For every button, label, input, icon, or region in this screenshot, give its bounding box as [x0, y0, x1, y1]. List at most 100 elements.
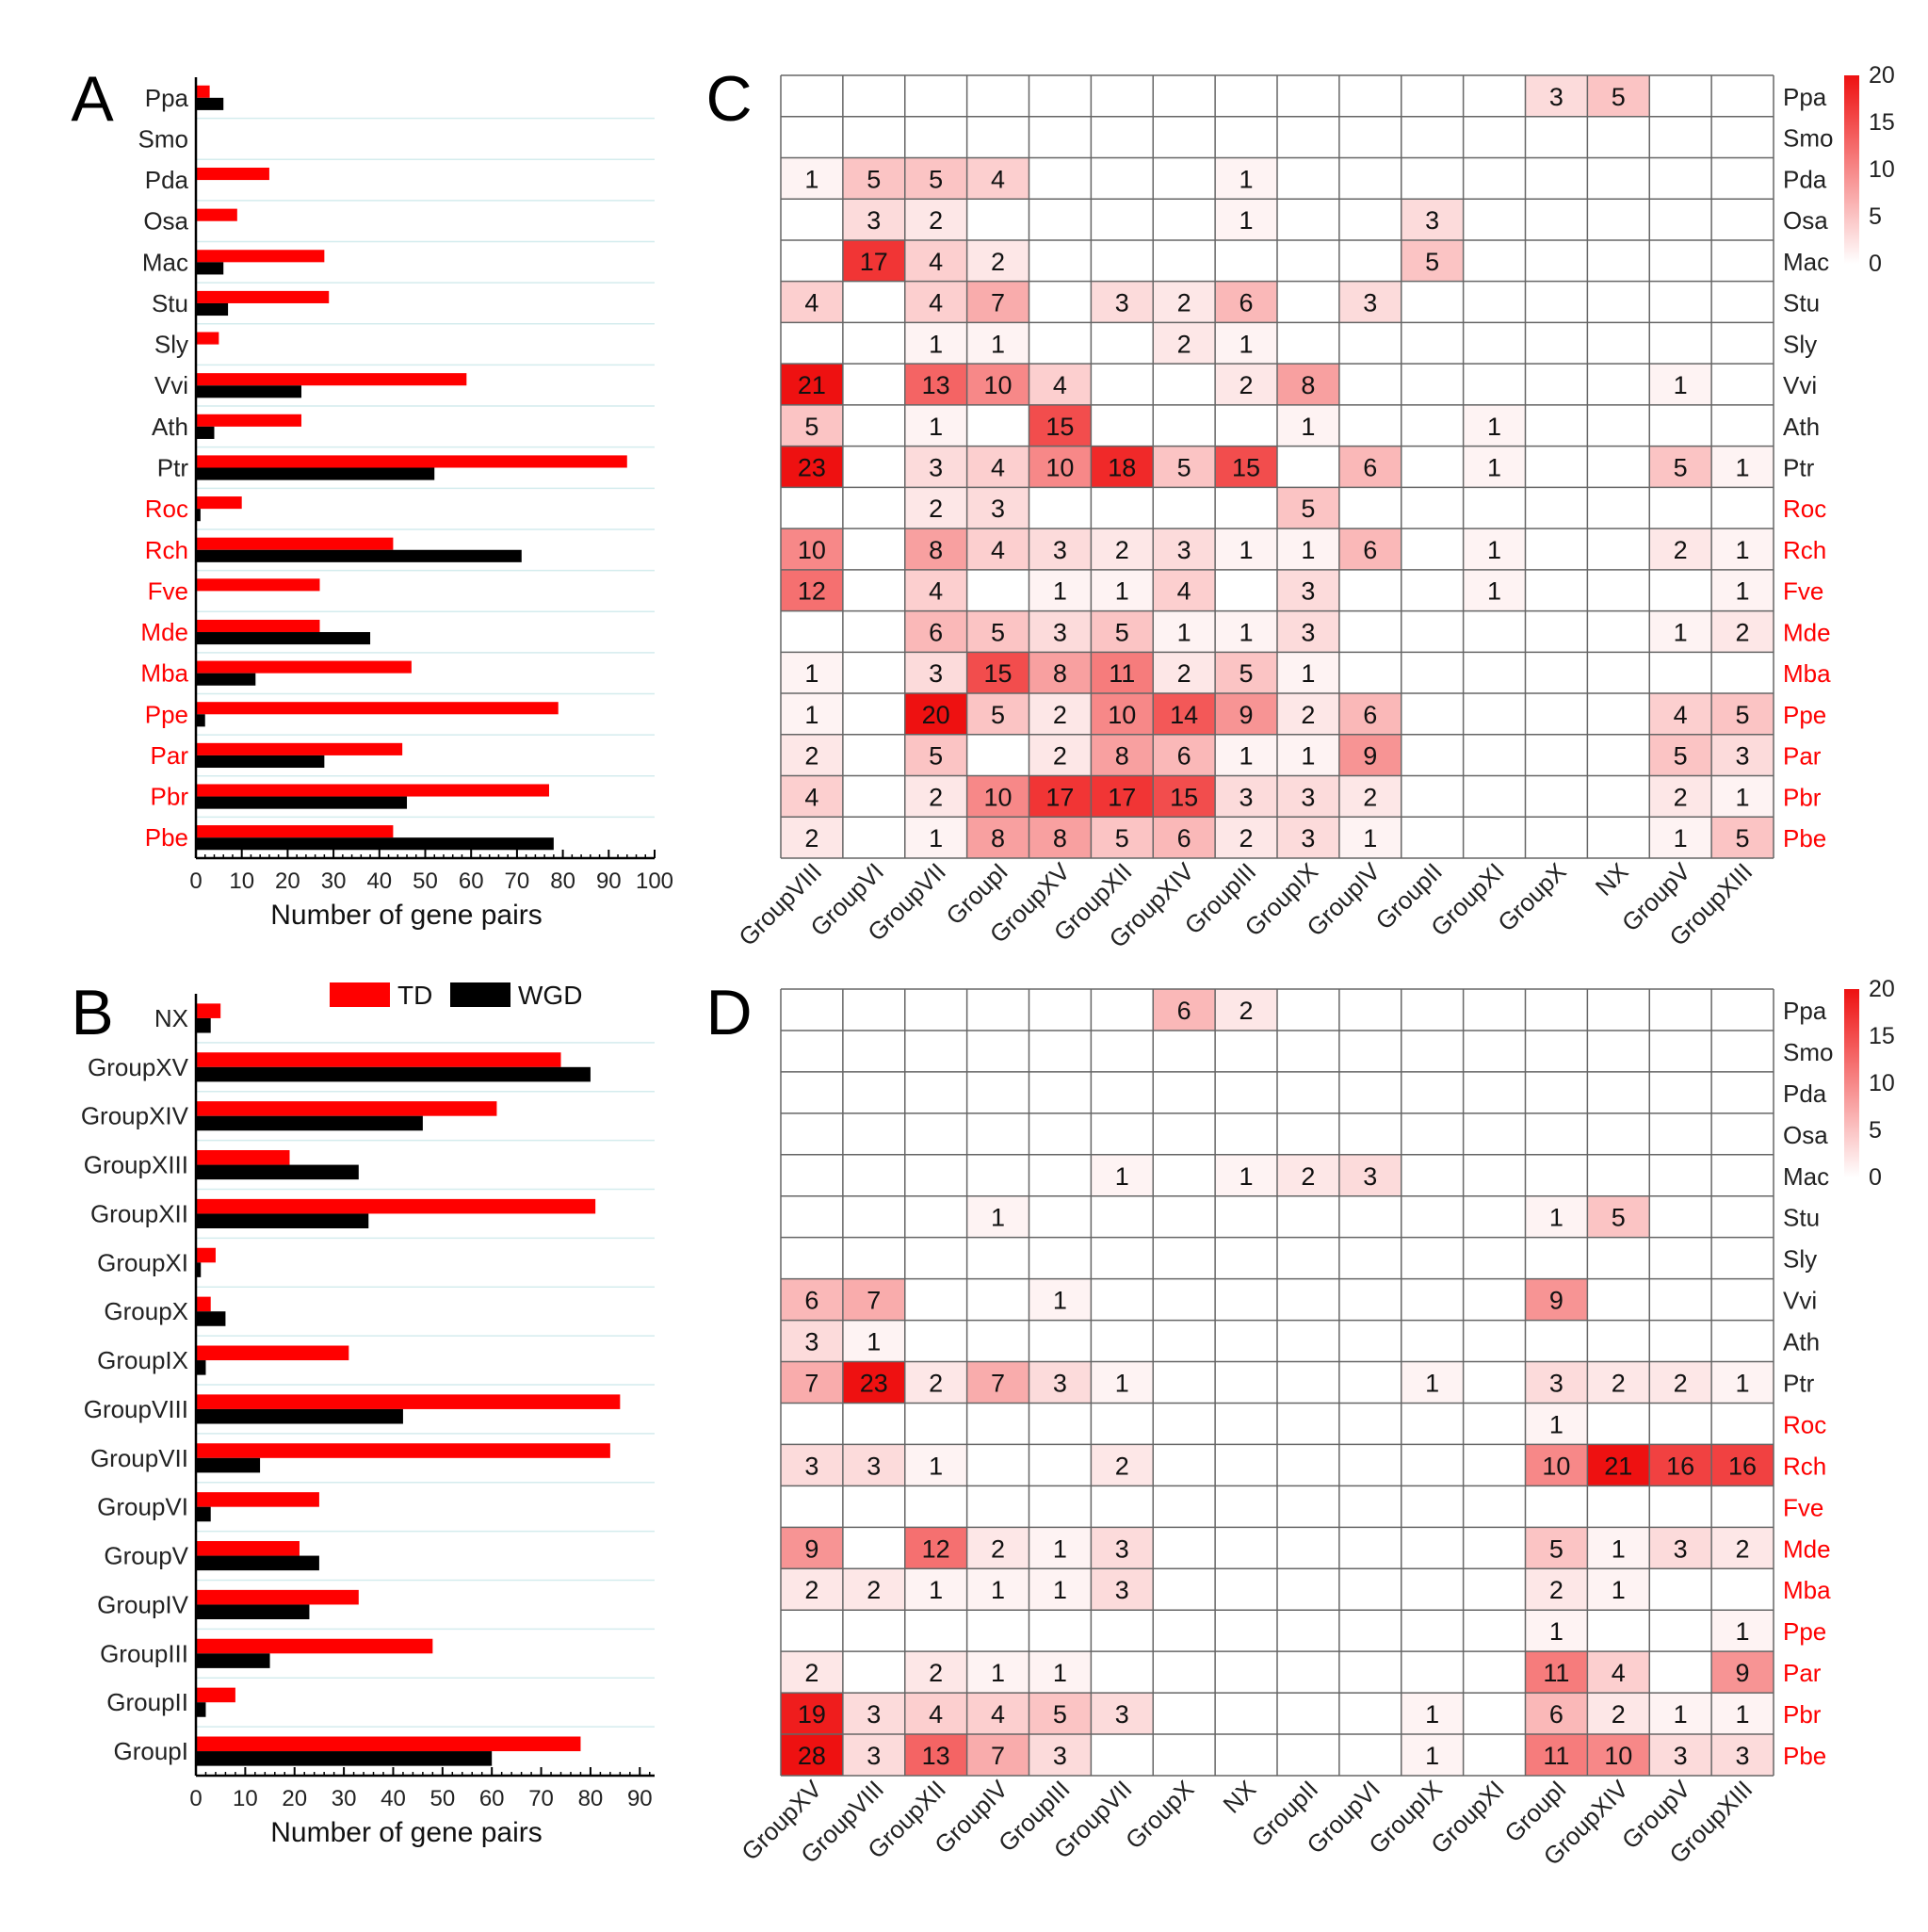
heat-cell — [966, 446, 1029, 488]
row-label-fve: Fve — [1783, 577, 1823, 606]
category-label-groupvi: GroupVI — [97, 1493, 188, 1521]
heat-cell-value: 3 — [1301, 783, 1315, 811]
heat-cell — [1091, 1527, 1154, 1569]
heat-cell — [1525, 1734, 1588, 1776]
heat-cell — [781, 1444, 843, 1486]
category-label-groupix: GroupIX — [97, 1346, 188, 1374]
heat-cell-value: 3 — [1549, 83, 1563, 111]
heat-cell-value: 5 — [991, 701, 1005, 729]
heat-cell-value: 6 — [1549, 1700, 1563, 1729]
row-label-rch: Rch — [1783, 536, 1826, 564]
category-label-nx: NX — [154, 1004, 188, 1032]
heat-cell-value: 5 — [1239, 659, 1254, 688]
heat-cell-value: 4 — [804, 289, 818, 317]
heat-cell — [1091, 528, 1154, 570]
heat-cell — [1525, 1444, 1588, 1486]
heat-cell-value: 5 — [1177, 454, 1191, 482]
heat-cell-value: 1 — [1549, 1410, 1563, 1438]
heat-cell-value: 8 — [1053, 659, 1067, 688]
heat-cell-value: 3 — [991, 495, 1005, 523]
heat-cell-value: 7 — [991, 1370, 1005, 1398]
heat-cell-value: 3 — [1736, 742, 1750, 771]
heat-cell-value: 2 — [1736, 618, 1750, 646]
heat-cell — [1649, 446, 1712, 488]
row-label-mac: Mac — [1783, 1162, 1829, 1191]
x-tick-label-100: 100 — [636, 869, 673, 894]
bar-td-stu — [196, 290, 330, 303]
heat-cell — [1277, 1154, 1339, 1196]
heat-cell-value: 5 — [1053, 1700, 1067, 1729]
heat-cell — [1338, 734, 1401, 776]
heat-cell — [904, 487, 967, 529]
heat-cell — [1215, 734, 1277, 776]
heat-cell-value: 2 — [991, 248, 1005, 276]
bar-td-rch — [196, 537, 394, 550]
heat-cell-value: 5 — [1549, 1534, 1563, 1563]
x-axis-title: Number of gene pairs — [270, 900, 543, 931]
heat-cell-value: 3 — [1301, 618, 1315, 646]
row-label-vvi: Vvi — [1783, 1287, 1817, 1315]
bar-wgd-par — [196, 755, 325, 769]
heat-cell — [1277, 364, 1339, 405]
heat-cell-value: 3 — [1115, 1534, 1129, 1563]
bar-wgd-mac — [196, 262, 224, 275]
heat-cell — [842, 1320, 905, 1362]
heat-cell — [966, 1734, 1029, 1776]
heat-cell-value: 8 — [1301, 371, 1315, 399]
heat-cell — [966, 652, 1029, 694]
category-label-ptr: Ptr — [157, 454, 189, 482]
row-label-ppe: Ppe — [1783, 1617, 1826, 1646]
category-label-roc: Roc — [145, 495, 188, 523]
heat-cell-value: 2 — [1301, 701, 1315, 729]
bar-td-groupxiv — [196, 1101, 497, 1116]
row-label-mba: Mba — [1783, 659, 1831, 688]
heat-cell-value: 2 — [1115, 1452, 1129, 1480]
bar-wgd-groupvi — [196, 1506, 211, 1522]
heat-cell-value: 1 — [1239, 330, 1254, 358]
heat-cell-value: 4 — [1612, 1659, 1626, 1687]
heat-cell — [1029, 1527, 1092, 1569]
heat-cell — [1711, 1651, 1774, 1694]
bar-wgd-groupiii — [196, 1653, 270, 1668]
heat-cell — [1463, 569, 1526, 611]
heat-cell — [1091, 1568, 1154, 1611]
row-label-roc: Roc — [1783, 1410, 1826, 1438]
heat-cell — [1277, 652, 1339, 694]
heat-cell-value: 2 — [1736, 1534, 1750, 1563]
heat-cell — [904, 322, 967, 365]
heat-cell — [1525, 1278, 1588, 1321]
category-label-rch: Rch — [145, 536, 188, 564]
bar-wgd-mba — [196, 673, 256, 686]
bar-wgd-vvi — [196, 385, 302, 398]
heat-cell-value: 3 — [1301, 824, 1315, 852]
panel-b-bar-chart: NX GroupXV GroupXIV GroupXIII GroupXII GroupX… — [81, 981, 655, 1848]
heat-cell — [1215, 1154, 1277, 1196]
heat-cell-value: 2 — [1612, 1700, 1626, 1729]
panel-a-bar-chart: Ppa Smo Pda Osa Mac Stu Sly Vvi Ath Ptr Roc Rch Fve M… — [138, 77, 673, 931]
heat-cell-value: 11 — [1543, 1742, 1569, 1770]
x-tick-label-80: 80 — [578, 1786, 604, 1811]
heat-cell — [781, 528, 843, 570]
heat-cell-value: 1 — [1736, 536, 1750, 564]
bar-td-vvi — [196, 373, 467, 386]
heat-cell — [1338, 528, 1401, 570]
heat-cell — [904, 364, 967, 405]
x-tick-label-50: 50 — [429, 1786, 455, 1811]
bar-td-groupvi — [196, 1492, 319, 1507]
legend-label-wgd: WGD — [518, 981, 582, 1010]
heat-cell-value: 3 — [1549, 1370, 1563, 1398]
heat-cell-value: 2 — [1674, 1370, 1688, 1398]
heat-cell — [842, 1734, 905, 1776]
category-label-ppa: Ppa — [145, 84, 189, 112]
heat-cell-value: 9 — [1239, 701, 1254, 729]
heat-cell-value: 1 — [804, 659, 818, 688]
bar-td-groupiv — [196, 1589, 359, 1605]
heat-cell-value: 4 — [929, 248, 943, 276]
heat-cell — [966, 364, 1029, 405]
heat-cell-value: 1 — [1239, 536, 1254, 564]
row-label-fve: Fve — [1783, 1493, 1823, 1521]
heat-cell — [1338, 1154, 1401, 1196]
color-scale-bar — [1844, 75, 1859, 264]
heat-cell-value: 2 — [991, 1534, 1005, 1563]
heat-cell — [1587, 1568, 1650, 1611]
